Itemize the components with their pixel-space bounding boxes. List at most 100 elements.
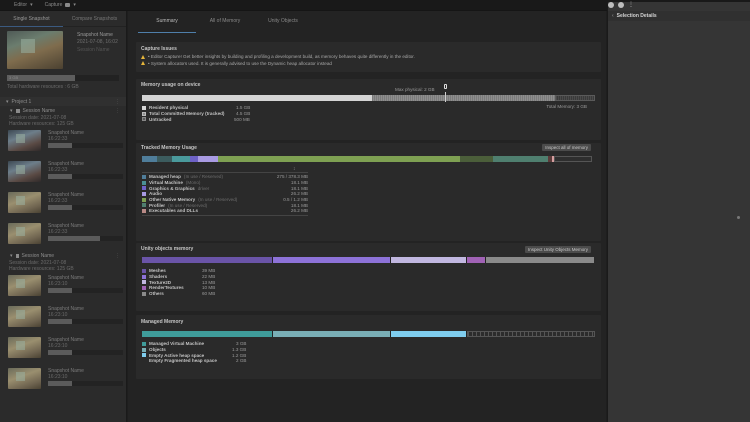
unity-objects-bar [142,257,594,263]
tab-single-snapshot[interactable]: Single Snapshot [0,11,63,27]
summary-view: Summary All of Memory Unity Objects Capt… [128,11,606,422]
legend-item[interactable]: Meshes 39 MB [142,268,222,274]
unity-objects-legend: Meshes 39 MB Shaders 22 MB Texture2D 13 MB … [142,268,222,296]
kebab-menu-icon[interactable]: ⋮ [115,107,120,114]
snapshot-thumbnail [8,130,41,151]
chevron-down-icon: ▾ [10,252,13,259]
tab-compare-snapshots[interactable]: Compare Snapshots [71,15,118,22]
session-header[interactable]: ▾ Session Name ⋮ [0,106,126,115]
session-date: Session date: 2021-07-08 [9,260,67,266]
settings-icon[interactable] [618,2,624,8]
snapshot-thumbnail [8,161,41,182]
snapshot-memory-bar [48,319,123,324]
legend-item[interactable]: Virtual Machine (Mono) 18.1 MB [142,180,308,186]
legend-item[interactable]: Managed heap (In use / Reserved) 275 / 378… [142,174,308,180]
kebab-menu-icon[interactable]: ⋮ [115,252,120,259]
camera-icon [65,3,71,7]
help-icon[interactable] [608,2,614,8]
legend-item[interactable]: Other Native Memory (In use / Reserved) 0.… [142,197,308,203]
legend-item[interactable]: Managed Virtual Machine 3 GB [142,341,252,347]
snapshot-list-item[interactable]: Snapshot Name 16:23:10 [8,334,126,365]
capture-label: Capture [44,2,63,8]
selection-details-panel: ‹ Selection Details [607,11,750,422]
selected-snapshot-card[interactable]: Snapshot Name 2021-07-08, 16:02 Session … [7,31,122,95]
resize-handle[interactable] [737,216,740,219]
snapshot-memory-bar [48,174,123,179]
snapshot-list-item[interactable]: Snapshot Name 16:23:10 [8,303,126,334]
session-hardware: Hardware resources: 125 GB [9,266,74,272]
session-label: Session Name [21,252,55,259]
legend-item: Untracked 500 MB [142,116,262,122]
device-icon [444,84,447,89]
project-header[interactable]: ▾ Project 1 ⋮ [0,97,126,106]
snapshot-memory-bar [48,205,123,210]
windows-icon [15,108,20,113]
tab-all-of-memory[interactable]: All of Memory [209,18,241,24]
legend-item[interactable]: Texture2D 13 MB [142,279,222,285]
section-title: Capture Issues [141,46,177,52]
hardware-resources: Total hardware resources : 6 GB [7,84,79,90]
session-date: Session date: 2021-07-08 [9,115,67,121]
managed-memory-bar [142,331,595,337]
kebab-menu-icon[interactable]: ⋮ [628,2,634,8]
inspect-unity-objects-button[interactable]: Inspect Unity Objects Memory [524,246,591,253]
issue-item: • Editor Capture! Get better insights by… [141,54,415,59]
legend-divider [142,215,308,216]
session-hardware: Hardware resources: 125 GB [9,121,74,127]
memory-usage-section: Memory usage on device Max physical: 2 G… [136,79,601,140]
snapshot-thumbnail [8,306,41,327]
section-title: Unity objects memory [141,246,194,252]
managed-memory-legend: Managed Virtual Machine 3 GB Objects 1.3 G… [142,341,252,364]
editor-label: Editor [14,2,28,8]
legend-item[interactable]: Profiler (In use / Reserved) 18.1 MB [142,202,308,208]
tracked-memory-section: Tracked Memory Usage Inspect all of memo… [136,143,601,241]
tab-summary[interactable]: Summary [138,15,196,33]
snapshot-memory-bar [48,143,123,148]
legend-item[interactable]: Shaders 22 MB [142,274,222,280]
snapshot-memory-bar [48,381,123,386]
warning-icon [141,54,145,59]
legend-item[interactable]: Objects 1.3 GB [142,347,252,353]
snapshot-list-item[interactable]: Snapshot Name 16:22:33 [8,158,126,189]
managed-memory-section: Managed Memory Managed Virtual Machine 3 … [136,315,601,379]
legend-item[interactable]: Graphics & Graphics driver 18.1 MB [142,185,308,191]
selection-details-header[interactable]: ‹ Selection Details [608,11,750,21]
snapshot-list-item[interactable]: Snapshot Name 16:22:33 [8,127,126,158]
max-physical-label: Max physical: 2 GB [395,87,435,92]
editor-dropdown[interactable]: Editor ▾ [14,2,33,8]
top-toolbar: Editor ▾ Capture ▾ ⋮ [0,0,750,413]
legend-item[interactable]: Audio 26.2 MB [142,191,308,197]
snapshot-list-item[interactable]: Snapshot Name 16:23:10 [8,365,126,396]
session-header[interactable]: ▾ Session Name ⋮ [0,251,126,260]
snapshot-thumbnail [8,275,41,296]
legend-item: Total Committed Memory (tracked) 4.5 GB [142,111,262,117]
section-title: Memory usage on device [141,82,201,88]
chevron-left-icon: ‹ [612,13,614,19]
snapshot-list-item[interactable]: Snapshot Name 16:22:33 [8,189,126,220]
chevron-down-icon: ▾ [30,2,33,8]
max-physical-marker [445,92,446,102]
capture-dropdown[interactable]: Capture ▾ [45,2,76,8]
warning-icon [141,61,145,65]
memory-usage-bar [142,95,595,101]
kebab-menu-icon[interactable]: ⋮ [115,98,120,105]
snapshot-memory-bar [48,236,123,241]
sort-icon[interactable]: ↕ [293,166,296,172]
tab-unity-objects[interactable]: Unity Objects [268,18,298,24]
device-icon [15,253,19,258]
snapshot-list-item[interactable]: Snapshot Name 16:23:10 [8,272,126,303]
tracked-memory-legend: Managed heap (In use / Reserved) 275 / 378… [142,174,308,214]
legend-item[interactable]: Executables and DLLs 26.2 MB [142,208,308,214]
chevron-down-icon: ▾ [6,98,9,105]
snapshot-name: Snapshot Name [77,32,113,38]
legend-item[interactable]: Empty Active heap space 1.2 GB [142,352,252,358]
snapshot-list-item[interactable]: Snapshot Name 16:22:33 [8,220,126,251]
legend-item[interactable]: RenderTextures 10 MB [142,285,222,291]
legend-item[interactable]: Others 60 MB [142,291,222,297]
snapshot-memory-bar [48,350,123,355]
capture-issues-section: Capture Issues • Editor Capture! Get bet… [136,42,601,72]
legend-item[interactable]: Empty Fragmented heap space 2 GB [142,358,252,364]
snapshot-thumbnail [8,368,41,389]
session-label: Session Name [22,107,56,114]
inspect-all-memory-button[interactable]: Inspect all of memory [542,144,591,151]
